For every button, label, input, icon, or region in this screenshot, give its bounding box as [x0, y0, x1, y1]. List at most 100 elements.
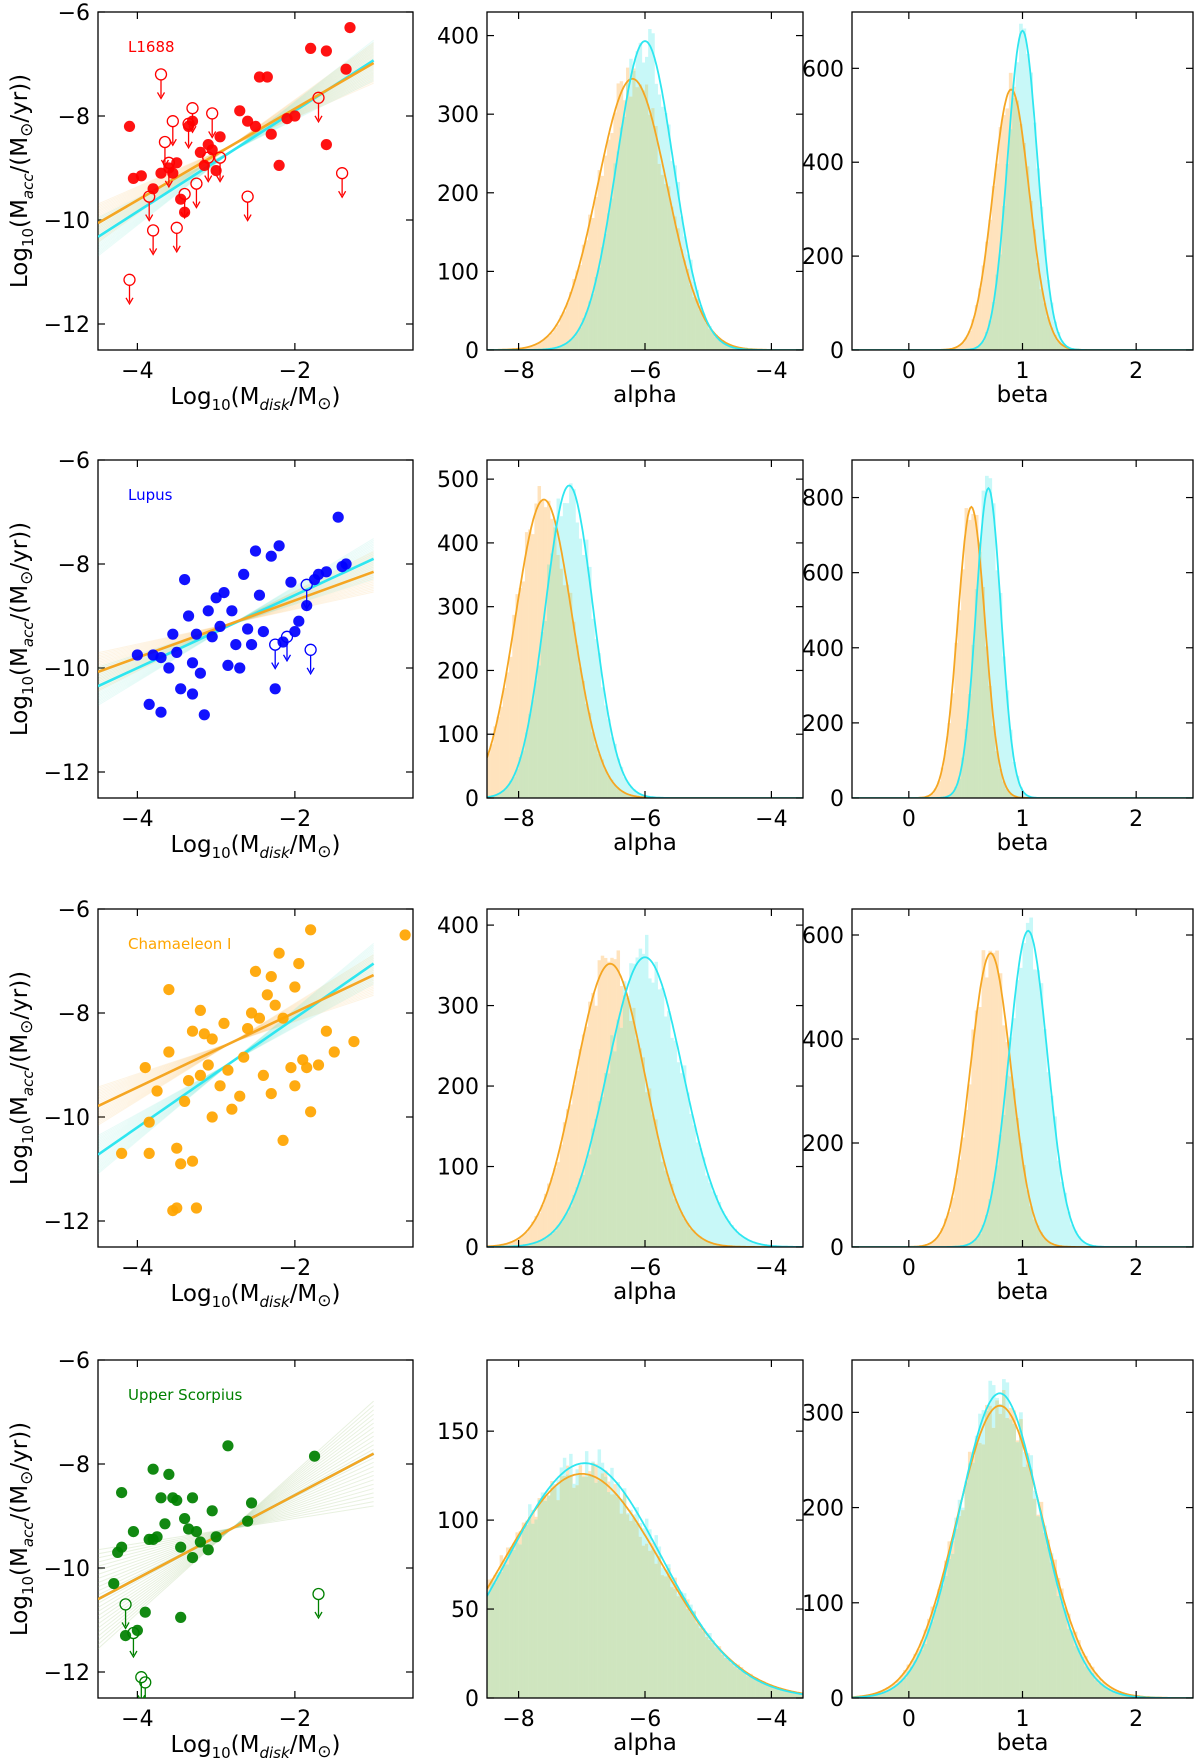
beta-hist-3-bar-overlap — [988, 1405, 993, 1698]
alpha-hist-3-bar-upper — [569, 1453, 573, 1475]
alpha-hist-2-bar-upper — [698, 1148, 703, 1237]
scatter-0-upper-limit-arrow — [125, 297, 134, 306]
scatter-1-point — [194, 667, 206, 679]
alpha-hist-0-bar-upper — [603, 155, 608, 234]
alpha-hist-3-bar-overlap — [784, 1691, 788, 1698]
alpha-hist-0-bar-overlap — [648, 114, 652, 350]
alpha-hist-0-bar-overlap — [613, 163, 617, 350]
alpha-hist-0-panel: −8 −6 −4 0 100 200 300 400 alpha — [437, 11, 804, 408]
beta-hist-2-bar-upper — [1005, 1042, 1010, 1076]
alpha-hist-3-bar-overlap — [635, 1523, 639, 1698]
beta-hist-1-bar-upper — [995, 570, 999, 752]
beta-hist-1-bar-upper — [933, 788, 938, 798]
alpha-hist-3-bar-upper — [594, 1463, 598, 1483]
alpha-hist-1-bar-upper — [540, 500, 545, 633]
scatter-1-point — [167, 628, 179, 640]
alpha-hist-1-bar-upper — [534, 503, 538, 681]
alpha-hist-3-bar-overlap — [733, 1666, 737, 1698]
beta-hist-3-bar-upper — [889, 1685, 894, 1690]
scatter-1-ytick-label: −12 — [44, 761, 90, 786]
beta-hist-1-xtick-label: 1 — [1016, 807, 1030, 832]
beta-hist-2-xtick-label: 1 — [1016, 1256, 1030, 1281]
beta-hist-2-bar-upper — [1080, 1240, 1085, 1247]
alpha-hist-1-bar-overlap — [597, 754, 602, 798]
alpha-hist-3-plot-area — [487, 1449, 803, 1698]
alpha-hist-1-ytick-label: 300 — [437, 596, 479, 621]
scatter-2-point — [202, 1059, 214, 1071]
alpha-hist-1-bar-upper — [550, 518, 554, 554]
beta-hist-0-bar-overlap — [1025, 166, 1030, 350]
beta-hist-3-ytick-label: 0 — [830, 1687, 844, 1712]
alpha-hist-3-bar-overlap — [758, 1682, 763, 1698]
alpha-hist-2-bar-upper — [562, 1122, 567, 1217]
alpha-hist-2-bar-overlap — [641, 1057, 646, 1247]
beta-hist-2-bar-upper — [1008, 1037, 1013, 1077]
scatter-0-ylabel: Log10(Macc/(M⊙/yr)) — [7, 74, 37, 288]
beta-hist-1-bar-upper — [927, 795, 931, 798]
scatter-1-point — [320, 566, 332, 578]
scatter-3-point — [116, 1541, 128, 1553]
alpha-hist-0-bar-overlap — [569, 339, 573, 350]
scatter-3-point — [202, 1544, 214, 1556]
beta-hist-0-bar-overlap — [1056, 341, 1061, 350]
scatter-1-point — [293, 615, 305, 627]
alpha-hist-0-xlabel: alpha — [613, 382, 677, 408]
scatter-0-xtick-label: −2 — [279, 359, 311, 384]
scatter-2-point — [206, 1033, 218, 1045]
alpha-hist-1-bar-overlap — [553, 527, 557, 798]
alpha-hist-3-bar-overlap — [559, 1476, 564, 1698]
beta-hist-3-bar-overlap — [1056, 1596, 1061, 1698]
scatter-2-point — [277, 1134, 289, 1146]
beta-hist-2-bar-overlap — [981, 1224, 986, 1247]
alpha-hist-1-bar-overlap — [626, 793, 630, 798]
beta-hist-0-bar-overlap — [1029, 200, 1034, 350]
beta-hist-1-bar-overlap — [984, 646, 989, 798]
alpha-hist-3-bar-overlap — [730, 1663, 734, 1698]
scatter-2-point — [257, 1069, 269, 1081]
scatter-2-point — [273, 947, 285, 959]
alpha-hist-0-bar-upper — [641, 62, 646, 91]
beta-hist-0-bar-overlap — [1039, 289, 1044, 350]
alpha-hist-3-curve-orange — [487, 1473, 803, 1695]
alpha-hist-0-bar-overlap — [572, 336, 576, 350]
beta-hist-2-bar-upper — [1077, 1236, 1081, 1247]
alpha-hist-2-bar-upper — [701, 1157, 706, 1240]
beta-hist-1-bar-upper — [981, 490, 986, 587]
scatter-0-point — [167, 167, 179, 179]
alpha-hist-0-bar-upper — [550, 332, 554, 349]
alpha-hist-3-bar-overlap — [711, 1642, 715, 1698]
alpha-hist-0-bar-overlap — [607, 213, 611, 350]
alpha-hist-2-bar-overlap — [537, 1240, 542, 1247]
beta-hist-3-bar-upper — [1111, 1688, 1115, 1692]
beta-hist-1-bar-overlap — [964, 728, 969, 798]
alpha-hist-2-bar-upper — [695, 1142, 700, 1235]
alpha-hist-0-bar-upper — [682, 236, 687, 261]
alpha-hist-0-bar-upper — [569, 292, 573, 340]
beta-hist-3-bar-upper — [920, 1640, 924, 1651]
alpha-hist-3-bar-overlap — [496, 1574, 500, 1698]
scatter-0-upper-limit-arrow — [204, 175, 213, 183]
beta-hist-1-ytick-label: 800 — [802, 487, 844, 512]
beta-hist-1-bar-upper — [967, 519, 972, 695]
beta-hist-2-bar-upper — [947, 1211, 952, 1247]
alpha-hist-0-bar-overlap — [701, 315, 706, 350]
scatter-1-ytick-label: −10 — [44, 657, 90, 682]
scatter-2-point — [245, 1007, 258, 1019]
alpha-hist-3-ytick-label: 0 — [465, 1687, 479, 1712]
alpha-hist-1-bar-overlap — [607, 775, 611, 798]
beta-hist-2-bar-overlap — [1042, 1238, 1047, 1247]
alpha-hist-2-bar-upper — [635, 957, 639, 1040]
alpha-hist-2-bar-upper — [613, 959, 617, 1052]
alpha-hist-3-bar-overlap — [651, 1549, 655, 1698]
alpha-hist-3-bar-overlap — [793, 1692, 797, 1698]
scatter-1-point — [179, 574, 191, 586]
scatter-3-point — [131, 1624, 143, 1636]
scatter-1-region-label: Lupus — [128, 486, 173, 504]
alpha-hist-3-bar-overlap — [490, 1580, 494, 1698]
alpha-hist-1-bar-overlap — [499, 792, 504, 798]
alpha-hist-3-bar-overlap — [771, 1686, 775, 1698]
alpha-hist-2-bar-upper — [705, 1175, 709, 1241]
beta-hist-1-bar-overlap — [971, 644, 976, 798]
alpha-hist-2-bar-upper — [600, 955, 605, 1098]
beta-hist-3-bar-upper — [886, 1687, 890, 1692]
